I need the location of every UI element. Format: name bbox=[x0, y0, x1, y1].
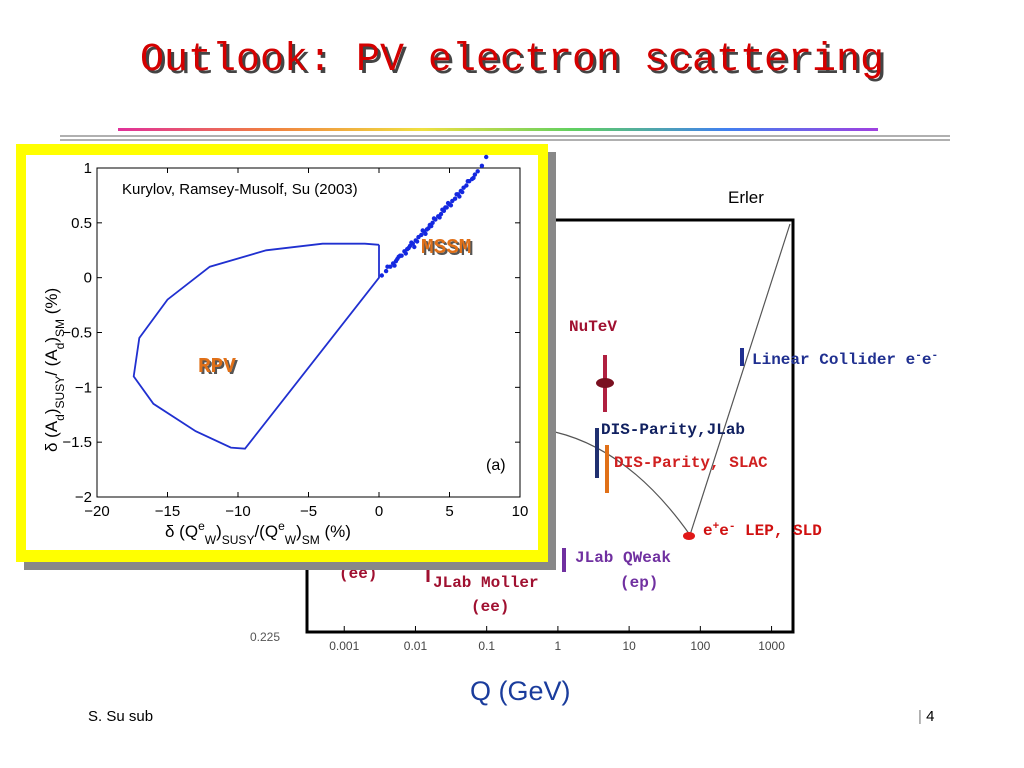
inset-y-tick-label: 0 bbox=[84, 270, 92, 287]
inset-x-tick-label: 5 bbox=[445, 503, 453, 520]
mssm-point bbox=[471, 175, 476, 181]
mssm-point bbox=[412, 244, 417, 250]
moller-label: JLab Moller bbox=[433, 574, 539, 592]
qweak-label: JLab QWeak bbox=[575, 549, 671, 567]
linear-collider-label: Linear Collider e-e- bbox=[752, 350, 938, 369]
mssm-point bbox=[419, 232, 424, 238]
mssm-point bbox=[423, 231, 428, 236]
main-x-axis-label: Q (GeV) bbox=[470, 676, 571, 706]
mssm-point bbox=[479, 163, 485, 168]
mssm-point bbox=[392, 263, 397, 268]
mssm-point bbox=[379, 273, 384, 278]
inset-y-tick-label: 1 bbox=[84, 160, 92, 177]
mssm-point bbox=[403, 251, 408, 256]
mssm-point bbox=[465, 179, 470, 184]
mssm-point bbox=[429, 223, 434, 229]
background-credit: Erler bbox=[728, 188, 764, 207]
mssm-label: MSSM bbox=[421, 237, 471, 260]
mssm-point bbox=[464, 183, 469, 188]
mssm-point bbox=[440, 207, 445, 212]
nutev-point bbox=[596, 378, 614, 388]
mssm-point bbox=[484, 154, 489, 160]
inset-x-tick-label: −20 bbox=[84, 503, 109, 520]
mssm-point bbox=[414, 239, 420, 244]
mssm-point bbox=[452, 196, 458, 201]
inset-x-tick-label: 0 bbox=[375, 503, 383, 520]
inset-x-axis-label: δ (QeW)SUSY/(QeW)SM (%) bbox=[165, 519, 351, 547]
mssm-point bbox=[395, 256, 400, 262]
z-pole-line bbox=[689, 223, 791, 536]
moller-ee-label: (ee) bbox=[471, 598, 509, 616]
inset-x-tick-label: −15 bbox=[155, 503, 180, 520]
inset-y-tick-label: −1 bbox=[75, 379, 92, 396]
background-x-tick-label: 0.1 bbox=[478, 639, 495, 653]
slide-title: Outlook: PV electron scattering bbox=[139, 38, 885, 83]
mssm-point bbox=[472, 172, 478, 177]
mssm-point bbox=[431, 216, 437, 221]
nutev-label: NuTeV bbox=[569, 318, 617, 336]
inset-chart-title: Kurylov, Ramsey-Musolf, Su (2003) bbox=[122, 181, 358, 198]
background-x-tick-label: 100 bbox=[690, 639, 710, 653]
dis-jlab-label: DIS-Parity,JLab bbox=[601, 421, 745, 439]
mssm-point bbox=[457, 194, 462, 199]
mssm-point bbox=[409, 240, 414, 245]
lep-sld-label: e+e- LEP, SLD bbox=[703, 521, 822, 540]
mssm-point bbox=[438, 211, 444, 217]
mssm-points bbox=[379, 154, 489, 278]
background-x-tick-label: 10 bbox=[622, 639, 636, 653]
divider-line-top bbox=[60, 135, 950, 137]
rainbow-divider bbox=[118, 128, 878, 131]
mssm-point bbox=[420, 228, 425, 233]
background-x-tick-label: 1 bbox=[555, 639, 562, 653]
mssm-point bbox=[475, 169, 480, 174]
inset-ticks: −20 −15 −10 −5 0 5 10 1 0.5 0 −0.5 −1 −1.5 −2 bbox=[62, 160, 528, 520]
background-y-tick-label: 0.225 bbox=[250, 630, 280, 644]
inset-panel-label: (a) bbox=[486, 457, 506, 474]
inset-x-tick-label: 10 bbox=[512, 503, 529, 520]
footer-author: S. Su sub bbox=[88, 708, 154, 725]
inset-y-tick-label: 0.5 bbox=[71, 215, 92, 232]
background-x-tick-label: 0.01 bbox=[404, 639, 428, 653]
running-curve bbox=[554, 431, 691, 536]
divider-line-bottom bbox=[60, 139, 950, 141]
mssm-point bbox=[460, 189, 465, 195]
qweak-ep-label: (ep) bbox=[620, 574, 658, 592]
inset-y-tick-label: −1.5 bbox=[62, 434, 92, 451]
rpv-region bbox=[132, 242, 380, 450]
mssm-point bbox=[385, 264, 390, 269]
mssm-point bbox=[406, 245, 411, 251]
lep-sld-point bbox=[683, 532, 695, 540]
inset-x-tick-label: −5 bbox=[300, 503, 317, 520]
background-x-tick-label: 1000 bbox=[758, 639, 785, 653]
mssm-point bbox=[430, 220, 435, 225]
inset-x-tick-label: −10 bbox=[225, 503, 250, 520]
rpv-label: RPV bbox=[198, 356, 236, 379]
page-number: | 4 bbox=[918, 708, 935, 725]
inset-y-tick-label: −0.5 bbox=[62, 325, 92, 342]
background-x-tick-label: 0.001 bbox=[329, 639, 359, 653]
mssm-point bbox=[397, 253, 403, 258]
inset-y-axis-label: δ (Ad)SUSY/ (Ad)SM (%) bbox=[42, 288, 67, 452]
inset-background bbox=[26, 155, 538, 550]
mssm-point bbox=[437, 215, 442, 220]
background-x-ticks: 0.001 0.01 0.1 1 10 100 1000 bbox=[329, 626, 785, 653]
mssm-point bbox=[383, 268, 389, 274]
dis-slac-label: DIS-Parity, SLAC bbox=[614, 454, 768, 472]
inset-y-tick-label: −2 bbox=[75, 489, 92, 506]
mssm-point bbox=[445, 200, 451, 206]
